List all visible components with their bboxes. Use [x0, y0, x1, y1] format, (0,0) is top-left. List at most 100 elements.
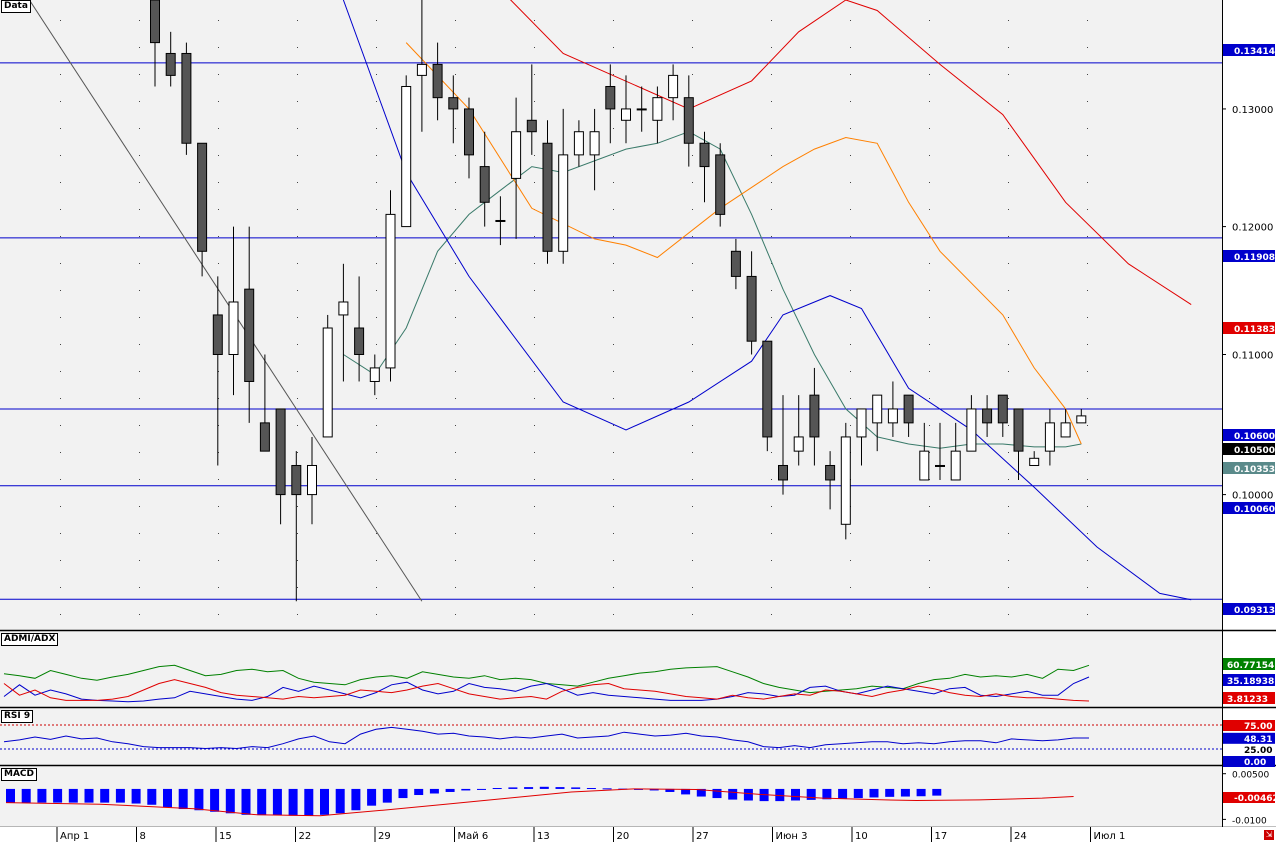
price-tag-box — [1223, 502, 1275, 514]
macd-histogram-bar — [492, 788, 502, 790]
grid-dot — [218, 74, 219, 75]
grid-dot — [613, 74, 614, 75]
grid-dot — [376, 128, 377, 129]
price-tag-label: 0.10600 — [1234, 432, 1275, 442]
macd-histogram-bar — [398, 788, 408, 799]
candle-body — [526, 119, 537, 133]
grid-dot — [139, 209, 140, 210]
date-label: 20 — [617, 831, 630, 842]
grid-dot — [771, 47, 772, 48]
date-label: Июл 1 — [1094, 831, 1126, 842]
grid-dot — [60, 155, 61, 156]
grid-dot — [850, 236, 851, 237]
candle-body — [259, 422, 270, 452]
grid-dot — [929, 614, 930, 615]
grid-dot — [850, 587, 851, 588]
macd-histogram-bar — [131, 788, 141, 804]
grid-dot — [376, 209, 377, 210]
grid-dot — [297, 587, 298, 588]
grid-dot — [455, 74, 456, 75]
grid-dot — [692, 452, 693, 453]
grid-dot — [376, 344, 377, 345]
grid-dot — [1087, 47, 1088, 48]
macd-histogram-bar — [477, 788, 486, 790]
macd-histogram-bar — [163, 788, 172, 808]
grid-dot — [139, 155, 140, 156]
macd-histogram-bar — [351, 788, 361, 811]
grid-dot — [1008, 101, 1009, 102]
grid-dot — [613, 614, 614, 615]
grid-dot — [771, 128, 772, 129]
candle-body — [165, 52, 176, 76]
grid-dot — [1008, 587, 1009, 588]
grid-dot — [1008, 128, 1009, 129]
rsi-value-box — [1223, 732, 1275, 744]
candle-body — [919, 450, 930, 481]
adx-tag-label: 60.77154 — [1227, 661, 1274, 671]
grid-dot — [376, 47, 377, 48]
grid-dot — [139, 128, 140, 129]
grid-dot — [139, 182, 140, 183]
macd-histogram-bar — [178, 788, 188, 810]
macd-histogram-bar — [37, 788, 47, 803]
candle-body — [809, 394, 820, 438]
price-tick-label: 0.11000 — [1232, 350, 1273, 361]
adx-tag-box — [1223, 692, 1275, 704]
grid-dot — [139, 101, 140, 102]
grid-dot — [771, 317, 772, 318]
grid-dot — [771, 236, 772, 237]
candle-body — [840, 436, 851, 525]
grid-dot — [1008, 398, 1009, 399]
grid-dot — [692, 344, 693, 345]
grid-dot — [534, 236, 535, 237]
price-panel-title: Data — [1, 0, 31, 13]
candle-body — [1060, 422, 1071, 438]
grid-dot — [60, 506, 61, 507]
moving-average-line — [343, 131, 1082, 449]
grid-dot — [534, 290, 535, 291]
grid-dot — [60, 371, 61, 372]
rsi-value-label: 48.31 — [1244, 735, 1272, 745]
grid-dot — [1087, 479, 1088, 480]
grid-dot — [929, 155, 930, 156]
grid-dot — [850, 533, 851, 534]
macd-histogram-bar — [869, 788, 879, 798]
candle-body — [307, 464, 317, 496]
grid-dot — [1008, 74, 1009, 75]
grid-dot — [455, 128, 456, 129]
candle-body — [762, 340, 773, 438]
grid-dot — [455, 398, 456, 399]
grid-dot — [1087, 101, 1088, 102]
grid-dot — [850, 371, 851, 372]
grid-dot — [692, 155, 693, 156]
grid-dot — [139, 47, 140, 48]
grid-dot — [1008, 506, 1009, 507]
grid-dot — [297, 290, 298, 291]
grid-dot — [139, 560, 140, 561]
grid-dot — [850, 344, 851, 345]
grid-dot — [139, 614, 140, 615]
grid-dot — [218, 479, 219, 480]
grid-dot — [455, 587, 456, 588]
grid-dot — [455, 614, 456, 615]
grid-dot — [929, 182, 930, 183]
scroll-corner-icon[interactable]: ⇲ — [1264, 830, 1274, 840]
date-label: 27 — [696, 831, 709, 842]
grid-dot — [1087, 614, 1088, 615]
grid-dot — [534, 20, 535, 21]
grid-dot — [455, 263, 456, 264]
grid-dot — [297, 47, 298, 48]
grid-dot — [692, 614, 693, 615]
grid-dot — [692, 290, 693, 291]
macd-histogram-bar — [414, 788, 424, 796]
grid-dot — [218, 425, 219, 426]
rsi-tick-label: 0.00 — [1244, 758, 1266, 768]
candle-body — [715, 154, 726, 215]
grid-dot — [1087, 398, 1088, 399]
grid-dot — [613, 236, 614, 237]
candle-body — [181, 52, 192, 144]
candle-body — [966, 408, 977, 452]
candle-body — [652, 97, 663, 121]
grid-dot — [692, 209, 693, 210]
candle-body — [825, 464, 836, 481]
